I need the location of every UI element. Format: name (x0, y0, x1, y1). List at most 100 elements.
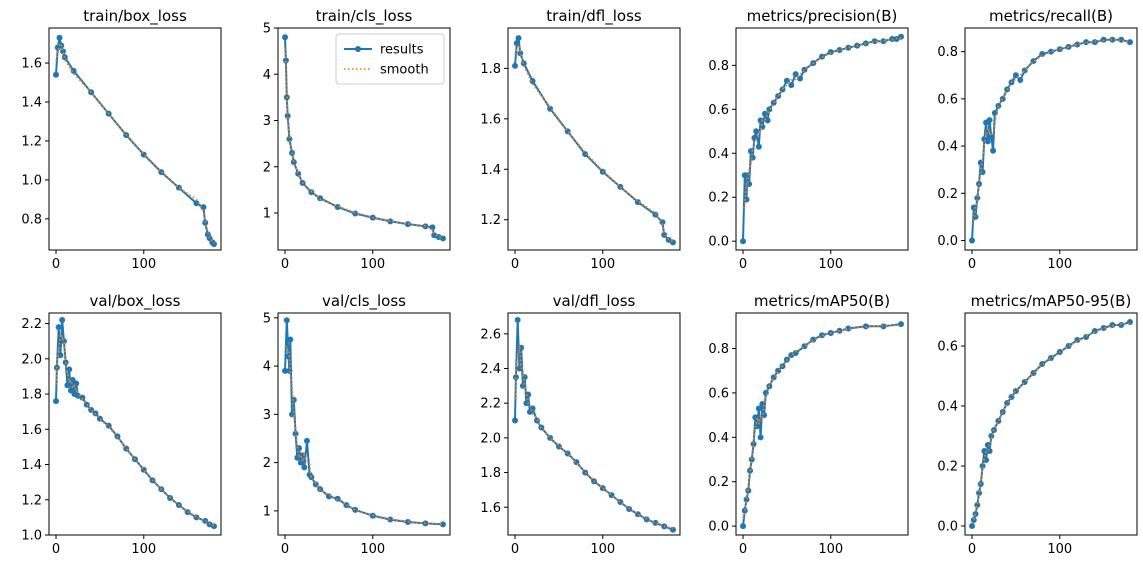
subplot-title: val/dfl_loss (553, 292, 636, 311)
results-point (1017, 76, 1024, 83)
results-point (59, 317, 66, 324)
results-point (184, 509, 191, 516)
y-tick-label: 1.6 (480, 112, 501, 127)
results-point (969, 523, 976, 529)
results-point (334, 495, 341, 502)
plot-frame (735, 27, 909, 251)
y-tick-label: 0.8 (937, 45, 958, 60)
x-tick-label: 100 (131, 257, 156, 272)
results-point (974, 502, 981, 508)
x-tick-label: 100 (360, 542, 385, 557)
results-point (748, 456, 755, 463)
results-point (284, 112, 291, 119)
results-point (193, 514, 200, 521)
results-point (661, 231, 668, 238)
results-point (287, 336, 294, 343)
results-point (836, 327, 843, 334)
results-point (750, 440, 757, 447)
subplot-title: metrics/precision(B) (747, 7, 898, 25)
subplot-title: metrics/mAP50(B) (754, 292, 890, 310)
smooth-series-line (514, 345, 674, 529)
legend-box (335, 33, 445, 85)
results-point (753, 128, 760, 135)
results-point (983, 457, 990, 463)
results-point (513, 40, 520, 47)
y-tick-label: 1 (263, 207, 271, 222)
results-point (582, 151, 589, 158)
results-point (897, 321, 904, 328)
results-series-line (971, 38, 1131, 241)
plot-frame (48, 27, 222, 251)
results-point (70, 67, 77, 74)
y-tick-label: 2.4 (480, 362, 501, 377)
results-point (200, 204, 207, 211)
y-tick-label: 0.8 (708, 342, 729, 357)
results-point (743, 196, 750, 203)
results-point (979, 169, 986, 176)
results-point (792, 349, 799, 356)
plot-frame (507, 312, 681, 536)
x-tick-label: 100 (590, 542, 615, 557)
results-point (801, 66, 808, 73)
x-tick-label: 0 (52, 542, 60, 557)
subplot-3: train/dfl_loss 1.2 1.4 1.6 1.8 0 100 (480, 7, 681, 272)
x-tick-label: 100 (360, 257, 385, 272)
legend-results-marker (355, 46, 361, 52)
results-point (810, 336, 817, 343)
results-point (764, 117, 771, 124)
results-point (547, 434, 554, 441)
results-point (525, 391, 532, 398)
results-point (845, 44, 852, 51)
y-tick-label: 0.4 (708, 147, 729, 162)
y-tick-label: 1.6 (21, 57, 42, 72)
y-tick-label: 4 (263, 360, 271, 375)
results-point (1008, 394, 1015, 400)
results-point (439, 235, 446, 242)
y-tick-label: 2.2 (21, 317, 42, 332)
results-point (56, 34, 63, 41)
results-point (1074, 41, 1081, 48)
y-tick-label: 2.6 (480, 327, 501, 342)
y-tick-label: 1.0 (21, 529, 42, 544)
y-tick-label: 0.6 (708, 103, 729, 118)
plot-frame (48, 312, 222, 536)
results-point (608, 492, 615, 499)
results-point (792, 71, 799, 78)
y-tick-label: 1.0 (21, 173, 42, 188)
plot-frame (735, 312, 909, 536)
y-tick-label: 4 (263, 68, 271, 83)
y-tick-label: 1.6 (21, 423, 42, 438)
results-point (617, 183, 624, 190)
results-point (282, 57, 289, 64)
results-point (290, 159, 297, 166)
results-point (986, 117, 993, 124)
results-point (665, 236, 672, 243)
x-tick-label: 0 (281, 257, 289, 272)
results-point (301, 464, 308, 471)
results-point (429, 224, 436, 231)
y-tick-label: 0.0 (708, 235, 729, 250)
y-tick-label: 2.0 (480, 431, 501, 446)
results-point (55, 324, 62, 331)
y-tick-label: 2.0 (21, 352, 42, 367)
results-point (669, 239, 676, 246)
results-point (1039, 50, 1046, 57)
results-point (515, 35, 522, 42)
results-point (969, 237, 976, 244)
results-point (439, 521, 446, 528)
results-series-line (742, 323, 902, 527)
results-point (1109, 36, 1116, 43)
results-point (283, 317, 290, 324)
results-point (285, 353, 292, 360)
results-point (972, 213, 979, 220)
y-tick-label: 1.6 (480, 501, 501, 516)
results-point (1039, 361, 1046, 367)
y-tick-label: 5 (263, 311, 271, 326)
y-tick-label: 1 (263, 504, 271, 519)
results-point (158, 169, 165, 176)
results-point (210, 241, 217, 248)
results-point (514, 316, 521, 323)
y-tick-label: 0.2 (937, 187, 958, 202)
results-point (62, 359, 69, 366)
results-point (64, 382, 71, 389)
